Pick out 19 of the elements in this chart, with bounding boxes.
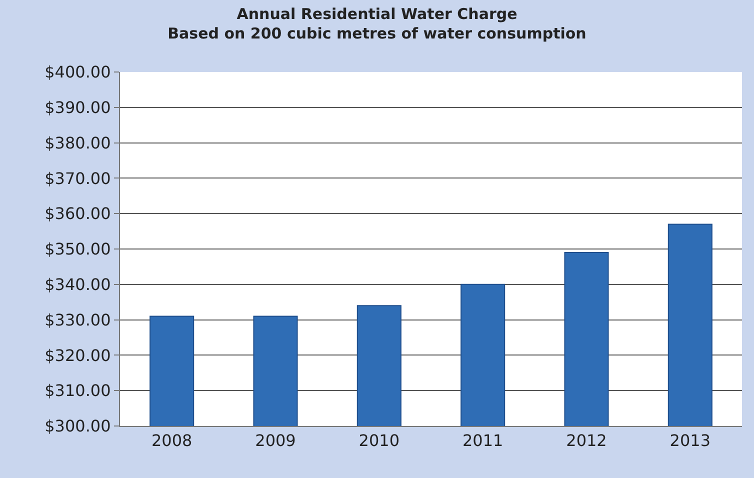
- y-tick-label: $330.00: [44, 310, 111, 330]
- chart-subtitle: Based on 200 cubic metres of water consumption: [168, 24, 586, 43]
- x-tick-label: 2009: [255, 431, 296, 450]
- x-tick-label: 2013: [670, 431, 711, 450]
- y-tick-label: $400.00: [44, 62, 111, 82]
- y-tick-label: $340.00: [44, 275, 111, 294]
- x-tick-label: 2011: [462, 431, 504, 450]
- y-tick-label: $310.00: [44, 381, 111, 400]
- y-tick-label: $370.00: [44, 168, 111, 188]
- y-tick-label: $300.00: [44, 416, 111, 436]
- x-tick-label: 2012: [566, 431, 607, 450]
- y-tick-label: $320.00: [44, 346, 111, 365]
- x-tick-label: 2008: [151, 431, 192, 450]
- x-tick-label: 2010: [358, 431, 400, 450]
- y-tick-label: $380.00: [44, 133, 111, 152]
- chart-title: Annual Residential Water Charge: [236, 5, 518, 24]
- y-tick-label: $360.00: [44, 204, 111, 224]
- y-tick-label: $390.00: [44, 98, 111, 117]
- y-tick-label: $350.00: [44, 240, 111, 259]
